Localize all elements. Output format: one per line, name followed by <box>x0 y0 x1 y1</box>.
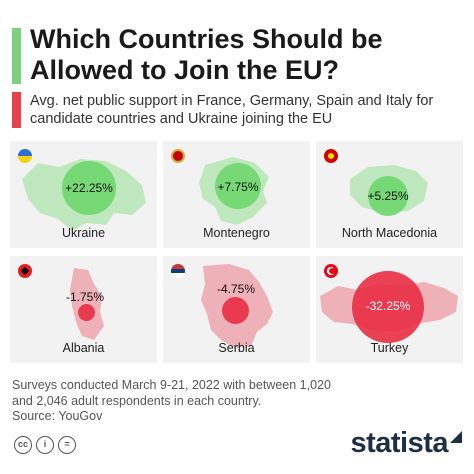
label-ukraine: Ukraine <box>61 226 106 240</box>
cc-icon[interactable]: cc <box>14 436 32 454</box>
label-montenegro: Montenegro <box>203 226 270 240</box>
label-albania: Albania <box>62 341 105 355</box>
value-north-macedonia: +5.25% <box>367 189 409 203</box>
by-icon[interactable]: i <box>36 436 54 454</box>
footnote-line-1: Surveys conducted March 9-21, 2022 with … <box>12 378 331 392</box>
subtitle-accent-red <box>12 92 21 128</box>
chart-title: Which Countries Should be Allowed to Joi… <box>30 24 383 85</box>
flag-north-macedonia-icon <box>324 149 338 163</box>
label-serbia: Serbia <box>218 341 255 355</box>
label-turkey: Turkey <box>370 341 409 355</box>
chart-subtitle: Avg. net public support in France, Germa… <box>30 93 434 127</box>
bubble-ukraine <box>62 161 116 215</box>
card-ukraine: +22.25% Ukraine <box>10 141 157 248</box>
bubble-albania <box>78 304 95 321</box>
card-turkey: -32.25% Turkey <box>316 256 463 363</box>
statista-mark-icon <box>450 431 462 443</box>
value-ukraine: +22.25% <box>65 181 113 195</box>
value-turkey: -32.25% <box>365 299 411 313</box>
statista-logo[interactable]: statista <box>350 427 448 459</box>
source-note: Source: YouGov <box>12 409 103 423</box>
bubble-serbia <box>222 297 249 324</box>
card-albania: -1.75% Albania <box>10 256 157 363</box>
label-north-macedonia: North Macedonia <box>341 226 438 240</box>
card-serbia: -4.75% Serbia <box>163 256 310 363</box>
flag-turkey-icon <box>324 264 338 278</box>
flag-montenegro-icon <box>171 149 185 163</box>
footnote: Surveys conducted March 9-21, 2022 with … <box>12 378 452 425</box>
equals-icon[interactable]: = <box>58 436 76 454</box>
flag-albania-icon <box>18 264 32 278</box>
flag-serbia-icon <box>171 264 185 278</box>
title-accent-green <box>12 28 21 84</box>
card-montenegro: +7.75% Montenegro <box>163 141 310 248</box>
footnote-line-2: and 2,046 adult respondents in each coun… <box>12 393 262 408</box>
value-montenegro: +7.75% <box>217 180 259 194</box>
value-serbia: -4.75% <box>216 282 256 296</box>
card-north-macedonia: +5.25% North Macedonia <box>316 141 463 248</box>
bubble-montenegro <box>215 163 261 209</box>
value-albania: -1.75% <box>65 290 105 304</box>
bubble-north-macedonia <box>368 176 408 216</box>
bubble-turkey <box>352 271 424 343</box>
flag-ukraine-icon <box>18 149 32 163</box>
